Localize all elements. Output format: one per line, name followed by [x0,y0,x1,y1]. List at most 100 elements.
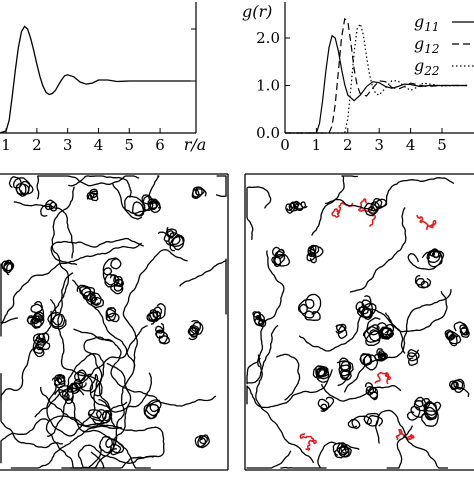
trajectory-bl-paths-5 [10,425,122,469]
trajectory-bl-paths-46 [0,263,18,325]
x-tick-label-top-right-0: 0 [280,136,290,154]
trajectory-bl-paths-23 [63,394,151,469]
legend-label-g12: g12 [414,34,440,56]
trajectory-bl-paths-10 [90,362,132,469]
trajectory-br-paths-11 [347,412,384,430]
trajectory-br-paths-32 [280,441,360,469]
trajectory-bl-paths-11 [86,188,99,202]
red-trajectory-br-paths-4 [331,202,354,218]
trajectory-bl-paths-57 [0,242,143,337]
trajectory-br-paths-43 [406,348,420,367]
red-trajectory-br-paths-3 [416,215,437,231]
trajectory-bl-paths-21 [48,186,75,325]
trajectory-br-paths-13 [355,295,377,321]
trajectory-bl-paths-34 [146,302,166,325]
trajectory-bl-paths-19 [1,259,15,276]
x-tick-label-top-left-5: 6 [155,136,165,154]
x-tick-label-top-left-4: 5 [125,136,135,154]
trajectory-br-paths-23 [312,365,330,383]
trajectory-bl-paths-0 [8,176,34,197]
trajectory-bl-paths-8 [57,272,92,377]
y-tick-label-top-right-1: 1.0 [256,77,280,95]
trajectory-br-paths-15 [285,200,308,214]
trajectory-paths-bottom-left [0,175,227,469]
trajectory-bl-paths-53 [36,175,140,200]
trajectory-br-paths-28 [365,382,379,401]
trajectory-bl-paths-51 [0,373,63,449]
trajectory-br-paths-8 [311,175,358,236]
trajectory-br-paths-14 [414,274,432,289]
trajectory-bl-paths-1 [179,258,227,315]
trajectory-bl-paths-43 [34,325,148,418]
x-tick-label-top-right-3: 3 [374,136,384,154]
y-tick-label-top-right-2: 2.0 [256,29,280,47]
trajectory-bl-paths-48 [112,175,160,214]
trajectory-bl-paths-28 [110,275,125,295]
series-line-g12 [285,17,468,134]
x-tick-label-top-left-2: 3 [63,136,73,154]
plot-top-right-ylabel: g(r) [242,2,272,21]
trajectory-bl-paths-20 [194,434,210,449]
trajectory-br-paths-44 [246,186,272,241]
trajectory-bl-paths-41 [0,418,50,464]
trajectory-bl-paths-14 [89,372,153,413]
trajectory-bl-paths-6 [71,279,136,454]
plot-top-right-series [285,17,468,134]
trajectory-bl-paths-52 [51,373,66,389]
trajectory-br-paths-47 [297,293,322,321]
series-line-g11 [285,34,468,134]
plot-top-left-ticks: 1 2 3 4 5 6 [1,28,196,154]
red-trajectory-br-paths-5 [299,432,317,451]
trajectory-br-paths-19 [255,354,315,464]
trajectory-br-paths-38 [406,396,442,421]
trajectory-panel-bottom-right [244,173,474,471]
plot-top-left-xlabel: r/a [184,135,207,154]
trajectory-br-paths-37 [271,246,290,268]
trajectory-br-paths-7 [343,289,452,393]
red-trajectory-br-paths-1 [374,371,391,385]
trajectory-br-paths-42 [375,409,448,469]
trajectory-br-paths-46 [317,396,335,412]
trajectory-bl-paths-58 [154,322,170,345]
legend-label-g11: g11 [414,12,440,34]
trajectory-bl-paths-25 [87,409,113,424]
trajectory-br-paths-39 [246,369,333,409]
trajectory-br-paths-27 [257,250,285,368]
trajectory-br-paths-29 [320,383,402,402]
x-tick-label-top-left-1: 2 [32,136,42,154]
series-line-top-left-0 [0,25,191,134]
plot-top-left: 1 2 3 4 5 6 r/a [0,2,206,154]
trajectory-br-paths-16 [407,249,445,271]
trajectory-br-paths-21 [427,248,442,259]
trajectory-br-paths-36 [335,323,348,340]
trajectory-bl-paths-12 [45,398,112,469]
x-tick-label-top-right-1: 1 [312,136,322,154]
red-trajectory-br-paths-2 [395,428,415,441]
trajectory-br-paths-18 [246,450,292,469]
trajectory-bl-paths-47 [32,332,51,358]
trajectory-br-paths-34 [324,177,455,212]
trajectory-br-paths-35 [359,353,379,371]
trajectory-bl-paths-55 [122,248,188,369]
trajectory-br-paths-30 [384,290,448,333]
plot-top-left-series [0,25,191,134]
trajectory-bl-paths-59 [83,336,116,427]
trajectory-br-paths-45 [448,378,470,397]
trajectory-br-paths-22 [246,325,279,385]
trajectory-br-paths-17 [306,244,324,264]
trajectory-bl-paths-49 [47,352,105,437]
trajectory-br-paths-31 [364,198,388,217]
trajectory-bl-paths-2 [124,195,146,220]
trajectory-bl-paths-56 [69,444,154,469]
x-tick-label-top-right-4: 4 [406,136,416,154]
trajectory-bl-paths-40 [68,175,132,198]
trajectory-bl-paths-35 [76,284,97,305]
trajectory-br-paths-12 [444,329,462,347]
trajectory-bl-paths-33 [105,307,120,323]
trajectory-bl-paths-17 [47,310,67,330]
trajectory-bl-paths-45 [165,232,185,252]
x-tick-label-top-right-5: 5 [437,136,447,154]
